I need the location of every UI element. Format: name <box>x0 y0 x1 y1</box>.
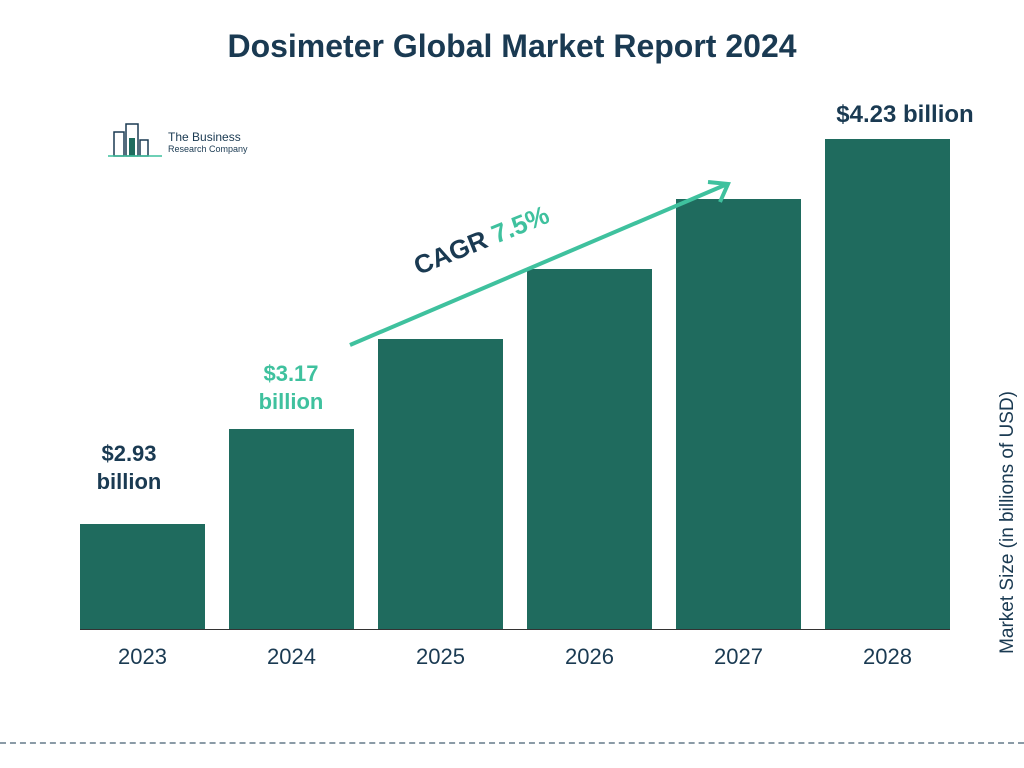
x-label-3: 2026 <box>527 636 652 670</box>
bar-2023 <box>80 524 205 629</box>
x-label-4: 2027 <box>676 636 801 670</box>
value-label-2028: $4.23 billion <box>830 100 980 130</box>
x-label-5: 2028 <box>825 636 950 670</box>
bar-2025 <box>378 339 503 629</box>
x-axis-labels: 2023 2024 2025 2026 2027 2028 <box>80 636 950 670</box>
x-label-1: 2024 <box>229 636 354 670</box>
bar-2024 <box>229 429 354 629</box>
value-label-2023: $2.93 billion <box>74 440 184 495</box>
page-title: Dosimeter Global Market Report 2024 <box>0 0 1024 65</box>
y-axis-label: Market Size (in billions of USD) <box>997 391 1019 654</box>
bar-2028 <box>825 139 950 629</box>
x-label-2: 2025 <box>378 636 503 670</box>
cagr-annotation: CAGR 7.5% <box>330 170 750 370</box>
footer-divider <box>0 742 1024 744</box>
x-label-0: 2023 <box>80 636 205 670</box>
